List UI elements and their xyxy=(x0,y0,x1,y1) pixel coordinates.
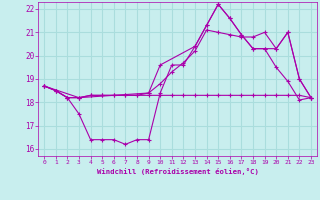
X-axis label: Windchill (Refroidissement éolien,°C): Windchill (Refroidissement éolien,°C) xyxy=(97,168,259,175)
